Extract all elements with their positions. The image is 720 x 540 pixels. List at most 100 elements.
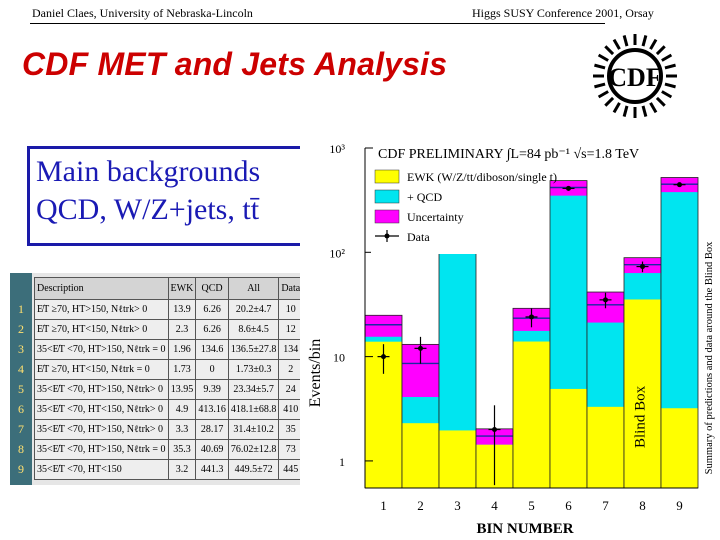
legend-label: Uncertainty <box>407 210 464 224</box>
logo-ray <box>604 96 615 107</box>
header-rule <box>30 23 605 24</box>
row-number: 4 <box>18 362 24 376</box>
cell-description: 35<E̸T <70, HT>150, Nℓtrk> 0 <box>34 379 169 400</box>
logo-ray <box>664 82 676 89</box>
logo-ray <box>612 38 621 50</box>
legend-label: EWK (W/Z/tt/diboson/single t) <box>407 170 557 184</box>
cell-qcd: 413.16 <box>195 399 229 420</box>
cell-data: 445 <box>278 459 304 480</box>
table-header-row: Description EWK QCD All Data <box>34 277 304 300</box>
logo-ray <box>649 38 658 50</box>
row-number: 5 <box>18 382 24 396</box>
table-row: E̸T ≥70, HT<150, Nℓtrk = 0 1.73 0 1.73±0.3 2 <box>34 359 304 380</box>
ewk-bar <box>513 341 550 488</box>
logo-ray <box>604 45 615 56</box>
x-tick-label: 6 <box>565 498 572 513</box>
table-row: 35<E̸T <70, HT<150 3.2 441.3 449.5±72 445 <box>34 459 304 480</box>
logo-ray <box>594 63 606 70</box>
row-number: 2 <box>18 322 24 336</box>
cell-qcd: 28.17 <box>195 419 229 440</box>
cell-ewk: 3.3 <box>167 419 197 440</box>
x-tick-label: 4 <box>491 498 498 513</box>
data-point <box>529 314 534 320</box>
header-conference: Higgs SUSY Conference 2001, Orsay <box>472 6 654 20</box>
row-number: 9 <box>18 462 24 476</box>
cell-ewk: 1.96 <box>167 339 197 360</box>
table-row: 35<E̸T <70, HT>150, Nℓtrk = 0 1.96 134.6 13… <box>34 339 304 360</box>
chart-ylabel: Events/bin <box>307 339 324 407</box>
cell-all: 23.34±5.7 <box>227 379 280 400</box>
ewk-bar <box>402 423 439 488</box>
cell-all: 1.73±0.3 <box>227 359 280 380</box>
background-table: Description EWK QCD All Data E̸T ≥70, HT… <box>34 277 304 480</box>
table-row: E̸T ≥70, HT<150, Nℓtrk> 0 2.3 6.26 8.6±4.5 1… <box>34 319 304 340</box>
cell-description: 35<E̸T <70, HT>150, Nℓtrk = 0 <box>34 439 169 460</box>
cell-ewk: 35.3 <box>167 439 197 460</box>
logo-ray <box>661 90 673 99</box>
legend-swatch <box>374 189 400 204</box>
cell-all: 31.4±10.2 <box>227 419 280 440</box>
y-tick-label: 10³ <box>329 142 345 156</box>
blind-box-label: Blind Box <box>632 385 648 448</box>
col-data: Data <box>278 277 304 300</box>
legend-swatch <box>374 209 400 224</box>
cell-ewk: 1.73 <box>167 359 197 380</box>
table-row: 35<E̸T <70, HT>150, Nℓtrk> 0 3.3 28.17 31.4… <box>34 419 304 440</box>
data-point <box>418 345 423 351</box>
data-point <box>603 297 608 303</box>
table-row: 35<E̸T <70, HT>150, Nℓtrk> 0 13.95 9.39 23.… <box>34 379 304 400</box>
x-tick-label: 7 <box>602 498 609 513</box>
ewk-bar <box>550 388 587 488</box>
x-tick-label: 2 <box>417 498 424 513</box>
background-table-panel: 1 2 3 4 5 6 7 8 9 Description EWK QCD All Data E… <box>10 273 304 485</box>
cell-description: 35<E̸T <70, HT>150, Nℓtrk> 0 <box>34 419 169 440</box>
table-row: E̸T ≥70, HT>150, Nℓtrk> 0 13.9 6.26 20.2±4.… <box>34 299 304 320</box>
y-tick-label: 1 <box>339 455 345 469</box>
logo-ray <box>597 53 609 62</box>
cell-description: E̸T ≥70, HT>150, Nℓtrk> 0 <box>34 299 169 320</box>
header-author: Daniel Claes, University of Nebraska-Lin… <box>32 6 253 20</box>
data-point <box>381 354 386 360</box>
col-all: All <box>227 277 280 300</box>
data-point <box>677 182 682 188</box>
logo-ray <box>649 102 658 114</box>
logo-ray <box>641 35 648 47</box>
logo-ray <box>594 82 606 89</box>
cell-qcd: 134.6 <box>195 339 229 360</box>
logo-ray <box>612 102 621 114</box>
cell-all: 20.2±4.7 <box>227 299 280 320</box>
legend-data-marker <box>384 233 390 239</box>
slide-title: CDF MET and Jets Analysis <box>22 46 448 82</box>
cell-ewk: 3.2 <box>167 459 197 480</box>
logo-ray <box>622 105 629 117</box>
x-tick-label: 8 <box>639 498 646 513</box>
cell-qcd: 40.69 <box>195 439 229 460</box>
cell-qcd: 6.26 <box>195 299 229 320</box>
row-number: 6 <box>18 402 24 416</box>
data-point <box>566 185 571 191</box>
cell-qcd: 441.3 <box>195 459 229 480</box>
cdf-logo-text: CDF <box>608 63 661 92</box>
cell-all: 76.02±12.8 <box>227 439 280 460</box>
data-point <box>492 427 497 433</box>
ewk-bar <box>624 299 661 488</box>
row-number: 3 <box>18 342 24 356</box>
cell-all: 136.5±27.8 <box>227 339 280 360</box>
cell-description: E̸T ≥70, HT<150, Nℓtrk> 0 <box>34 319 169 340</box>
col-ewk: EWK <box>167 277 197 300</box>
cell-qcd: 9.39 <box>195 379 229 400</box>
x-tick-label: 9 <box>676 498 683 513</box>
backgrounds-list: QCD, W/Z+jets, tt̄ <box>36 193 260 226</box>
x-tick-label: 1 <box>380 498 387 513</box>
table-row: 35<E̸T <70, HT<150, Nℓtrk> 0 4.9 413.16 418… <box>34 399 304 420</box>
logo-ray <box>622 35 629 47</box>
row-number-column: 1 2 3 4 5 6 7 8 9 <box>10 273 32 485</box>
col-qcd: QCD <box>195 277 229 300</box>
legend-box <box>371 162 546 254</box>
bin-summary-chart: Blind Box 1 2 3 4 5 6 7 8 9 1 10 10² 10³ EWK (W/Z/tt… <box>300 138 720 538</box>
cdf-logo: CDF <box>593 34 677 118</box>
cell-data: 2 <box>278 359 304 380</box>
cell-ewk: 2.3 <box>167 319 197 340</box>
logo-ray <box>655 45 666 56</box>
ewk-bar <box>587 406 624 488</box>
